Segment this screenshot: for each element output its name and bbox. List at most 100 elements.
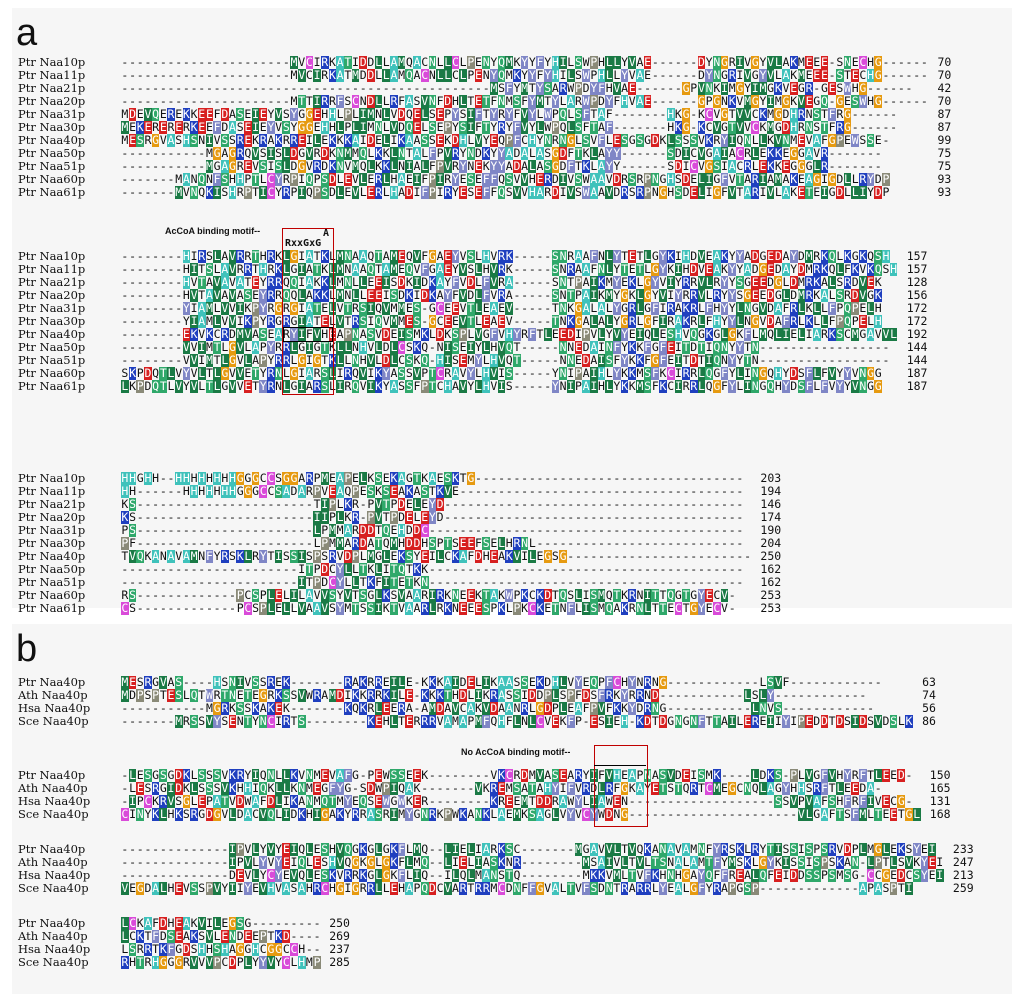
sequence-name: Hsa Naa40p	[18, 794, 91, 808]
sequence-residues: ----------------------------------------…	[121, 81, 913, 95]
sequence-residues: ----------------------MVCIRKATMDDLLAMQAC…	[121, 68, 928, 82]
sequence-residues: LCKTFDSEAKSVLENDEEPTKD----	[121, 929, 321, 943]
sequence-residues: PS-----------------------LPMMARDDTQEHDDC…	[121, 523, 744, 537]
sequence-name: Ptr Naa30p	[18, 314, 86, 328]
sequence-residues: --------HIRSLAVRRTHRKLGIATKLMNAAQTAMEQVF…	[121, 249, 890, 263]
sequence-name: Ptr Naa40p	[18, 327, 86, 341]
sequence-residues: MEKERERERKEEFDASEIEYVSYGGEHHLPLIMNLVDQEL…	[121, 120, 898, 134]
no-motif-box	[594, 745, 648, 827]
sequence-name: Ptr Naa31p	[18, 301, 86, 315]
residue-count: 86	[922, 714, 936, 728]
sequence-residues: HHGHH--HHHHHHHHGGGCCSGGARPMEAPELKSEKAGTK…	[121, 471, 744, 485]
residue-count: 213	[952, 868, 974, 882]
residue-count: 237	[329, 942, 350, 956]
sequence-residues: --------HVTAVAVASEYRRQQLAKKLMNLLEEISDKID…	[121, 288, 883, 302]
residue-count: 259	[952, 881, 974, 895]
sequence-residues: ----------------------MVCIRKATIDDLLAMQAC…	[121, 55, 928, 69]
residue-count: 253	[760, 601, 782, 615]
residue-count: 150	[929, 768, 951, 782]
sequence-residues: --------------IPVLYVYEIQLESHVQGKGLGKFLMQ…	[121, 842, 936, 856]
residue-count: 247	[952, 855, 974, 869]
sequence-residues: -----------MGAGRQVSISLDGVRDKNMMQLKKLNTAL…	[121, 146, 882, 160]
residue-count: 250	[329, 916, 350, 930]
sequence-name: Ath Naa40p	[18, 688, 88, 702]
sequence-name: Sce Naa40p	[18, 714, 89, 728]
sequence-residues: -IPCKRVSGLEPATVDWAFDLIKANMQTMYEQSEWGWKER…	[121, 794, 913, 808]
sequence-residues: VEGDALHEVSSPVYIIYEVHVASAHRCHGIGRRLLEHAPQ…	[121, 881, 913, 895]
sequence-name: Ptr Naa40p	[18, 133, 86, 147]
residue-count: 157	[906, 262, 928, 276]
sequence-name: Hsa Naa40p	[18, 942, 91, 956]
residue-count: 70	[937, 94, 952, 108]
sequence-name: Ptr Naa20p	[18, 510, 86, 524]
residue-count: 165	[929, 781, 951, 795]
sequence-name: Ptr Naa10p	[18, 471, 86, 485]
sequence-name: Ptr Naa11p	[18, 484, 86, 498]
panel-label: b	[16, 628, 38, 670]
residue-count: 204	[760, 536, 782, 550]
residue-count: 187	[906, 366, 928, 380]
residue-count: 174	[760, 510, 782, 524]
sequence-residues: LCKAFDHEAKVILEGSG---------	[121, 916, 321, 930]
sequence-residues: --------HITSLAVRRTHRKLGIATKLMNAAQTAMEQVF…	[121, 262, 898, 276]
residue-count: 156	[906, 288, 928, 302]
motif-variant-residue: A	[323, 228, 330, 239]
residue-count: 253	[760, 588, 782, 602]
residue-count: 146	[760, 497, 782, 511]
sequence-name: Sce Naa40p	[18, 955, 89, 969]
residue-count: 157	[906, 249, 928, 263]
residue-count: 187	[906, 379, 928, 393]
sequence-residues: KS-----------------------TIPLKR-PVTPDELE…	[121, 497, 744, 511]
residue-count: 250	[760, 549, 782, 563]
sequence-residues: --------YIAMLVVIKPYRGRGIATELVTRSIQVMMES-…	[121, 314, 883, 328]
sequence-name: Hsa Naa40p	[18, 701, 91, 715]
sequence-name: Ath Naa40p	[18, 781, 88, 795]
sequence-residues: -----------------------ITPDCYLLTKFITETKN…	[121, 575, 744, 589]
residue-count: 144	[906, 353, 928, 367]
residue-count: 56	[922, 701, 936, 715]
residue-count: 285	[329, 955, 350, 969]
sequence-name: Ptr Naa10p	[18, 249, 86, 263]
sequence-name: Ptr Naa60p	[18, 172, 86, 186]
sequence-name: Ptr Naa21p	[18, 275, 86, 289]
sequence-name: Ptr Naa40p	[18, 768, 86, 782]
residue-count: 87	[937, 107, 952, 121]
sequence-residues: --------------IPVLYVYEIQLESHVQGKGLGKFLMQ…	[121, 855, 944, 869]
residue-count: 70	[937, 68, 952, 82]
sequence-residues: --------HVTAVAVATEYRRQQIAKKLMNLLEEISDKID…	[121, 275, 882, 289]
residue-count: 99	[937, 133, 952, 147]
sequence-residues: HH------HHHHHHHGGGCCSADARPVEAQPESKSEAKAS…	[121, 484, 744, 498]
accoa-motif-box	[282, 228, 334, 395]
residue-count: 203	[760, 471, 782, 485]
residue-count: 74	[922, 688, 936, 702]
sequence-name: Ptr Naa61p	[18, 601, 86, 615]
sequence-name: Ptr Naa31p	[18, 523, 86, 537]
sequence-residues: CS-------------PCSPLELLVAAVSYMTSSIKTVAAR…	[121, 601, 736, 615]
sequence-name: Ptr Naa60p	[18, 588, 86, 602]
sequence-residues: -----------------------ITPDCYLLTKLITQTKK…	[121, 562, 744, 576]
sequence-name: Ptr Naa60p	[18, 366, 86, 380]
sequence-residues: MESRGVAS----HSNIVSSREK-------RAKRREILE-K…	[121, 675, 882, 689]
sequence-name: Ptr Naa10p	[18, 55, 86, 69]
residue-count: 75	[937, 159, 952, 173]
sequence-name: Ptr Naa61p	[18, 379, 86, 393]
sequence-residues: -------MANQNFSHHPTLCYRPIQPSDLEVLERLHAEIF…	[121, 172, 890, 186]
residue-count: 194	[760, 484, 782, 498]
sequence-name: Ptr Naa50p	[18, 146, 86, 160]
motif-consensus: RxxGxG	[285, 238, 322, 249]
sequence-residues: PF-----------------------LPMMARDATQMHDDH…	[121, 536, 744, 550]
sequence-name: Ptr Naa50p	[18, 562, 86, 576]
residue-count: 192	[906, 327, 928, 341]
residue-count: 128	[906, 275, 928, 289]
residue-count: 233	[952, 842, 974, 856]
no-motif-marker-line	[594, 765, 646, 766]
sequence-name: Ptr Naa21p	[18, 497, 86, 511]
sequence-name: Ath Naa40p	[18, 929, 88, 943]
sequence-name: Ptr Naa20p	[18, 288, 86, 302]
residue-count: 70	[937, 55, 952, 69]
sequence-name: Ptr Naa21p	[18, 81, 86, 95]
residue-count: 168	[929, 807, 951, 821]
sequence-name: Ptr Naa31p	[18, 107, 86, 121]
naa40-unaligned-box	[283, 327, 333, 342]
